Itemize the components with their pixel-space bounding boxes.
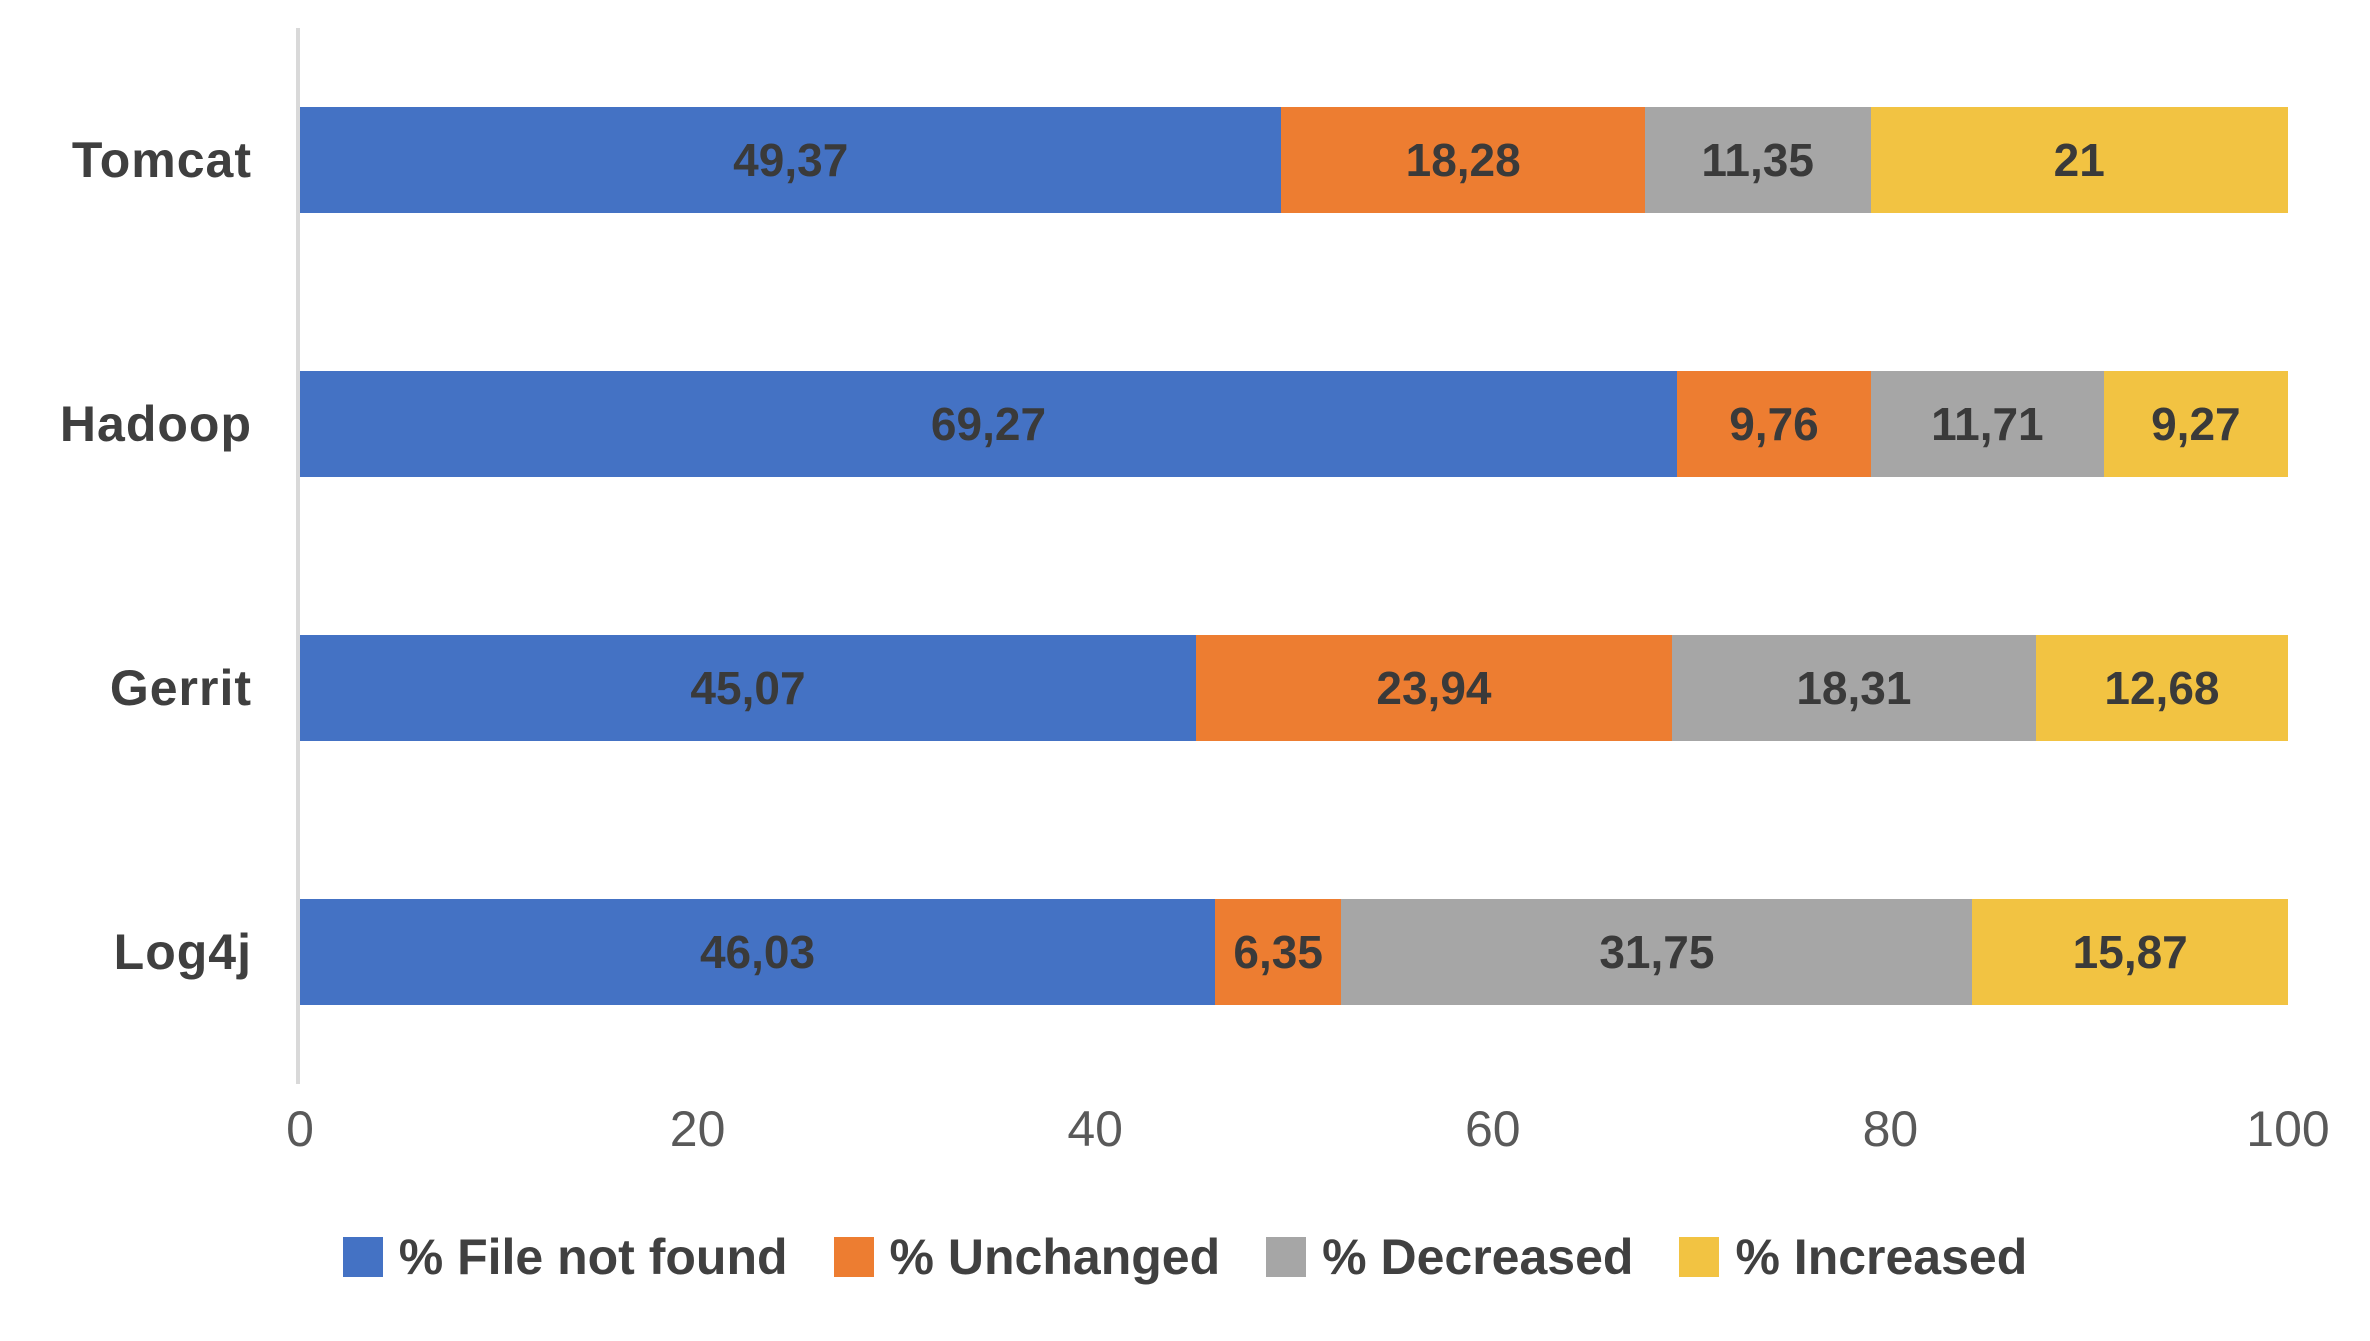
legend-swatch-icon (342, 1237, 383, 1277)
bar-track: 49,37 18,28 11,35 21 (300, 107, 2288, 213)
legend-item: % Increased (1679, 1228, 2027, 1286)
bar-segment: 45,07 (300, 635, 1196, 741)
legend-swatch-icon (1266, 1237, 1307, 1277)
x-axis-tick-label: 0 (286, 1101, 314, 1157)
segment-value-label: 12,68 (2104, 662, 2220, 714)
segment-value-label: 31,75 (1599, 926, 1715, 978)
bar-segment: 9,27 (2103, 371, 2288, 477)
bar-segment: 46,03 (300, 899, 1216, 1005)
plot-area: Tomcat 49,37 18,28 11,35 21 Hadoop 69,27 9,76 11… (60, 28, 2288, 1084)
bar-track: 69,27 9,76 11,71 9,27 (300, 371, 2288, 477)
bar-segment: 18,28 (1281, 107, 1645, 213)
bar-segment: 31,75 (1341, 899, 1973, 1005)
segment-value-label: 18,31 (1796, 662, 1912, 714)
legend-item: % File not found (342, 1228, 788, 1286)
x-axis-tick-label: 80 (1862, 1101, 1919, 1157)
legend-swatch-icon (1679, 1237, 1720, 1277)
bar-segment: 21 (1870, 107, 2288, 213)
x-axis-tick-label: 20 (669, 1101, 726, 1157)
x-axis-tick-label: 40 (1067, 1101, 1123, 1157)
bar-segment: 9,76 (1676, 371, 1871, 477)
legend-label: % File not found (398, 1229, 788, 1285)
x-axis-tick-label: 100 (2246, 1101, 2330, 1157)
segment-value-label: 49,37 (733, 134, 849, 186)
x-axis-tick-label: 60 (1464, 1101, 1521, 1157)
legend: % File not found % Unchanged % Decreased % … (0, 1228, 2370, 1286)
bar-row: Gerrit 45,07 23,94 18,31 12,68 (110, 556, 2288, 820)
legend-label: % Unchanged (889, 1229, 1221, 1285)
bar-segment: 12,68 (2035, 635, 2288, 741)
bar-segment: 15,87 (1972, 899, 2288, 1005)
category-label: Log4j (113, 924, 252, 980)
bar-rows: Tomcat 49,37 18,28 11,35 21 Hadoop 69,27 9,76 11… (60, 28, 2288, 1084)
bar-row: Log4j 46,03 6,35 31,75 15,87 (114, 820, 2288, 1084)
bar-segment: 23,94 (1195, 635, 1672, 741)
segment-value-label: 9,76 (1729, 398, 1819, 450)
segment-value-label: 18,28 (1405, 134, 1521, 186)
bar-segment: 11,71 (1870, 371, 2104, 477)
bar-segment: 18,31 (1671, 635, 2036, 741)
x-axis: 0 20 40 60 80 100 (286, 1100, 2330, 1164)
bar-segment: 6,35 (1215, 899, 1342, 1005)
y-axis-line (296, 28, 300, 1084)
category-label: Gerrit (109, 660, 252, 716)
segment-value-label: 69,27 (930, 398, 1047, 450)
segment-value-label: 45,07 (690, 662, 806, 714)
segment-value-label: 46,03 (699, 926, 816, 978)
segment-value-label: 23,94 (1376, 662, 1492, 714)
legend-item: % Decreased (1266, 1228, 1633, 1286)
segment-value-label: 11,71 (1931, 398, 2044, 450)
bar-row: Hadoop 69,27 9,76 11,71 9,27 (60, 292, 2288, 556)
category-label: Tomcat (71, 132, 252, 188)
segment-value-label: 6,35 (1233, 926, 1323, 978)
category-label: Hadoop (59, 396, 252, 452)
bar-row: Tomcat 49,37 18,28 11,35 21 (72, 28, 2288, 292)
bar-segment: 69,27 (300, 371, 1677, 477)
bar-track: 46,03 6,35 31,75 15,87 (300, 899, 2288, 1005)
legend-item: % Unchanged (833, 1228, 1221, 1286)
segment-value-label: 11,35 (1701, 134, 1814, 186)
legend-swatch-icon (833, 1237, 874, 1277)
segment-value-label: 9,27 (2151, 398, 2241, 450)
bar-track: 45,07 23,94 18,31 12,68 (300, 635, 2288, 741)
legend-label: % Increased (1735, 1229, 2028, 1285)
bar-segment: 11,35 (1644, 107, 1871, 213)
segment-value-label: 21 (2053, 134, 2105, 186)
bar-segment: 49,37 (300, 107, 1282, 213)
legend-label: % Decreased (1322, 1229, 1634, 1285)
segment-value-label: 15,87 (2072, 926, 2188, 978)
